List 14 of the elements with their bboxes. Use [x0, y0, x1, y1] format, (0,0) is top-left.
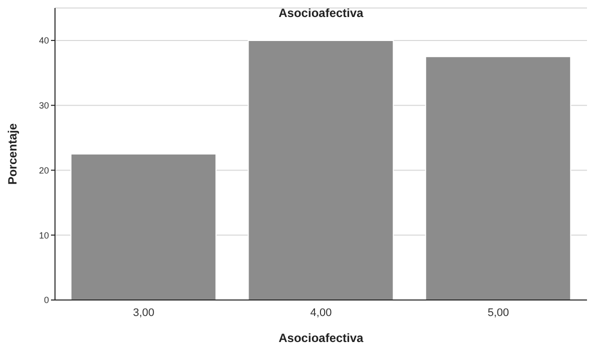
x-axis-title: Asocioafectiva [278, 331, 364, 345]
x-tick-label: 4,00 [310, 306, 332, 319]
y-tick-label: 10 [38, 230, 49, 240]
y-tick-label: 0 [44, 295, 49, 306]
y-tick-label: 20 [38, 165, 49, 176]
bar [70, 154, 216, 300]
bar [425, 56, 572, 300]
bar [248, 40, 394, 300]
x-tick-label: 5,00 [488, 306, 510, 319]
x-tick-label: 3,00 [132, 306, 154, 319]
chart-title: Asocioafectiva [278, 6, 364, 20]
y-tick-label: 40 [38, 36, 49, 46]
y-axis-title: Porcentaje [5, 122, 20, 185]
y-tick-label: 30 [38, 100, 49, 111]
